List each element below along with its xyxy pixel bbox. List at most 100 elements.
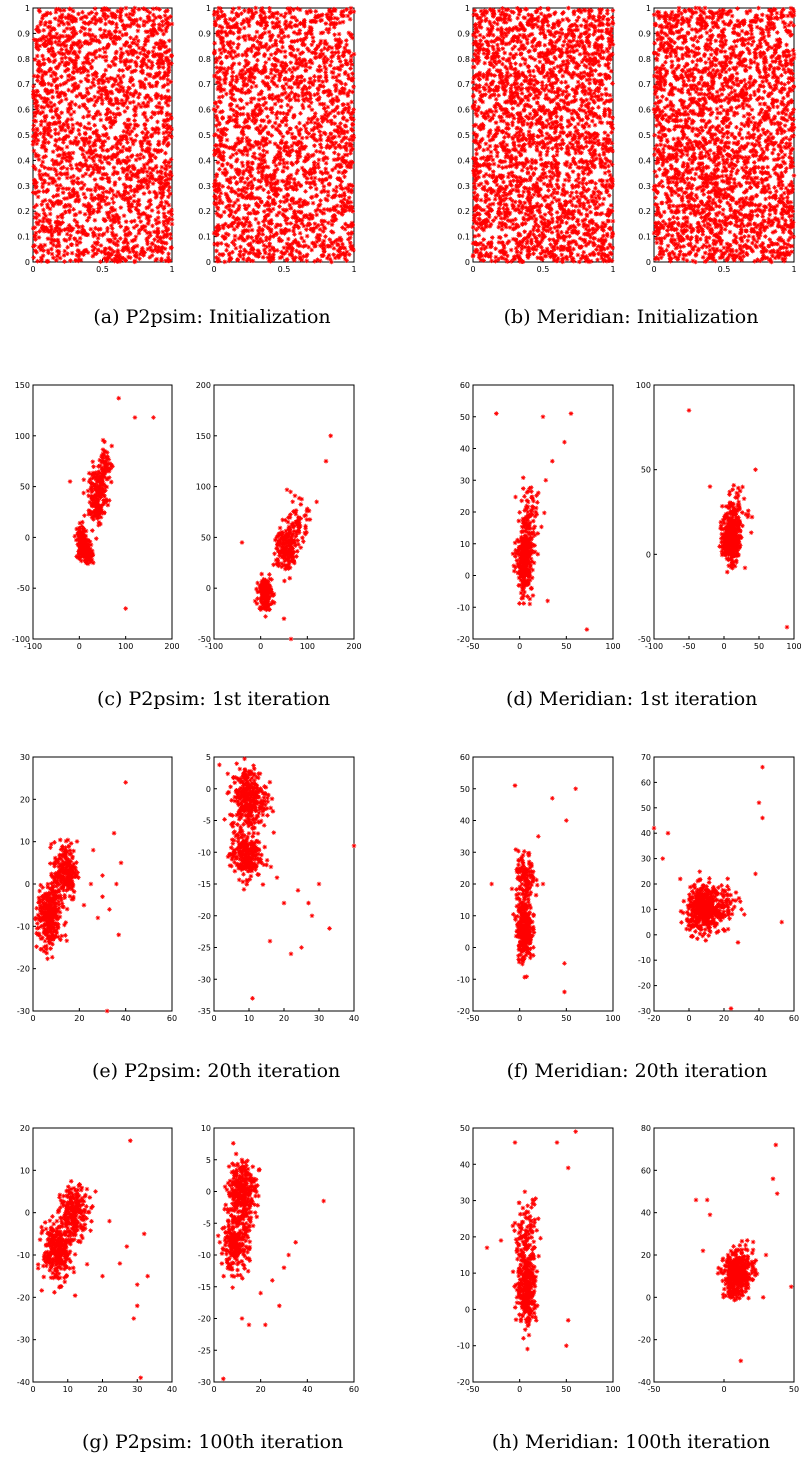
data-point (330, 230, 336, 235)
data-point (324, 13, 330, 19)
data-point (332, 215, 338, 221)
data-point (147, 72, 153, 77)
data-point (278, 222, 283, 228)
data-point (102, 72, 107, 78)
data-point (68, 58, 74, 63)
data-point (112, 207, 118, 213)
data-point (71, 140, 76, 146)
data-point (61, 196, 67, 201)
data-point (155, 169, 160, 175)
data-point (225, 177, 231, 183)
data-point (538, 178, 544, 183)
data-point (291, 177, 297, 182)
data-point (287, 242, 292, 248)
data-point (610, 182, 615, 188)
data-point (322, 64, 328, 70)
data-point (49, 231, 55, 237)
data-point (39, 226, 45, 232)
data-point (144, 215, 150, 221)
data-point (149, 60, 155, 65)
data-point (113, 232, 119, 238)
data-point (306, 80, 312, 85)
data-point (291, 200, 297, 206)
data-point (339, 252, 344, 257)
data-point (165, 180, 171, 186)
data-point (115, 160, 120, 166)
data-point (86, 51, 92, 56)
data-point (563, 212, 568, 218)
data-point (254, 239, 260, 245)
data-point (45, 188, 50, 193)
data-point (582, 8, 588, 13)
data-point (166, 216, 172, 221)
data-point (98, 77, 104, 83)
data-point (287, 153, 292, 158)
data-point (161, 122, 166, 128)
data-point (264, 23, 269, 28)
data-point (259, 89, 264, 94)
data-point (322, 59, 327, 64)
data-point (258, 13, 263, 18)
data-point (85, 78, 90, 83)
data-point (334, 94, 340, 100)
data-point (254, 52, 259, 57)
data-point (41, 227, 47, 233)
data-point (99, 8, 105, 13)
caption-a: (a) P2psim: Initialization (93, 306, 331, 328)
data-point (145, 103, 151, 109)
data-point (230, 55, 236, 61)
data-point (281, 245, 287, 251)
data-point (75, 42, 80, 48)
data-point (328, 92, 334, 97)
data-point (35, 60, 41, 66)
data-point (241, 25, 247, 31)
data-point (144, 53, 150, 59)
data-point (117, 36, 122, 41)
data-point (36, 157, 42, 162)
data-point (82, 14, 88, 19)
data-point (245, 235, 250, 241)
data-point (163, 100, 169, 106)
data-point (255, 165, 261, 171)
data-point (243, 90, 248, 96)
data-point (213, 132, 218, 137)
data-point (267, 9, 273, 14)
data-point (536, 107, 542, 113)
data-point (117, 76, 123, 81)
data-point (123, 244, 129, 250)
data-point (65, 66, 70, 72)
data-point (43, 12, 49, 18)
data-point (304, 34, 309, 40)
data-point (168, 79, 173, 85)
data-point (305, 120, 310, 126)
data-point (311, 152, 316, 158)
data-point (157, 148, 163, 154)
data-point (326, 252, 332, 258)
data-point (155, 234, 160, 240)
data-point (127, 255, 133, 260)
data-point (59, 56, 65, 61)
data-point (70, 82, 76, 88)
data-point (272, 73, 278, 79)
data-point (266, 212, 271, 218)
data-point (293, 183, 299, 189)
data-point (325, 143, 330, 148)
data-point (219, 87, 224, 92)
data-point (214, 70, 220, 75)
data-point (167, 184, 172, 190)
data-point (304, 252, 310, 258)
data-point (276, 238, 282, 244)
data-point (311, 132, 317, 137)
data-point (82, 130, 88, 136)
data-point (87, 126, 93, 132)
data-point (324, 145, 329, 150)
data-point (166, 226, 171, 232)
data-point (277, 72, 282, 77)
data-point (237, 140, 243, 145)
data-point (487, 202, 493, 207)
data-point (287, 23, 292, 29)
data-point (235, 141, 241, 146)
data-point (291, 115, 296, 120)
data-point (40, 159, 46, 165)
data-point (98, 19, 104, 24)
